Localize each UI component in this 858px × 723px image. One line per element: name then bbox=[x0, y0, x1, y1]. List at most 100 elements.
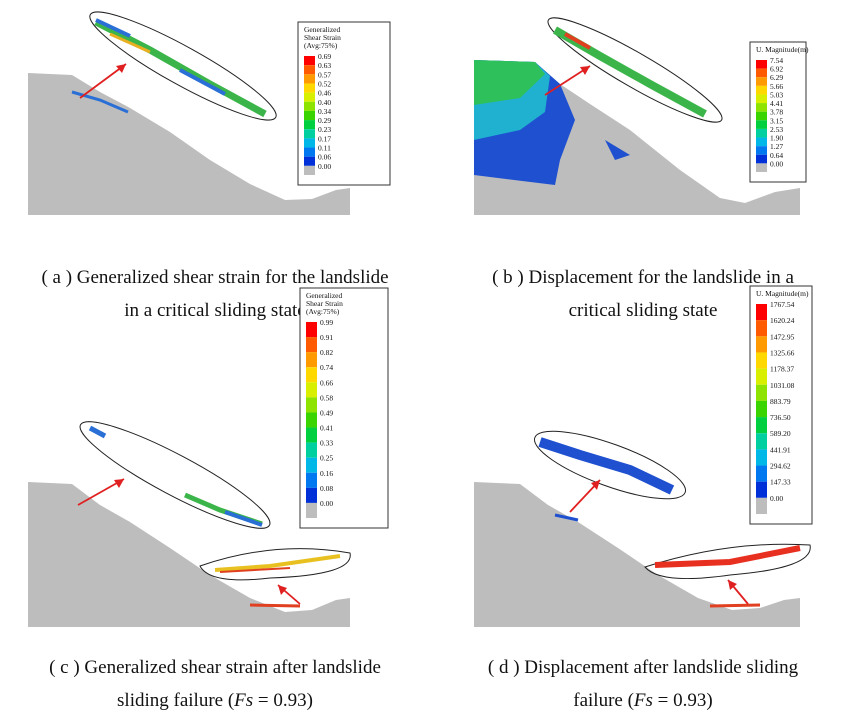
legend-swatch bbox=[304, 101, 315, 111]
legend-label: 0.52 bbox=[318, 79, 331, 88]
legend-label: 589.20 bbox=[770, 429, 791, 438]
legend-label: 2.53 bbox=[770, 125, 783, 134]
legend-label: 0.23 bbox=[318, 125, 331, 134]
sliding-band bbox=[88, 425, 107, 439]
legend-label: 0.69 bbox=[318, 52, 331, 61]
sliding-band bbox=[709, 603, 761, 608]
legend-swatch bbox=[306, 457, 317, 473]
legend-label: 0.91 bbox=[320, 333, 333, 342]
sliding-band bbox=[109, 32, 151, 54]
legend-swatch bbox=[306, 472, 317, 488]
legend-label: 4.41 bbox=[770, 99, 783, 108]
legend-swatch bbox=[306, 367, 317, 383]
legend-swatch bbox=[306, 382, 317, 398]
legend-label: 0.00 bbox=[770, 494, 783, 503]
legend-label: 736.50 bbox=[770, 413, 791, 422]
contour bbox=[605, 140, 630, 160]
legend-label: 1.90 bbox=[770, 134, 783, 143]
legend-swatch bbox=[756, 60, 767, 69]
sliding-band bbox=[94, 18, 267, 118]
legend-label: 0.40 bbox=[318, 98, 331, 107]
legend-swatch bbox=[756, 384, 767, 401]
legend-label: 5.66 bbox=[770, 82, 783, 91]
legend-title: (Avg:75%) bbox=[304, 41, 338, 50]
callout bbox=[79, 421, 271, 529]
legend-label: 3.15 bbox=[770, 116, 783, 125]
legend-swatch bbox=[304, 138, 315, 148]
caption-line: ( a ) Generalized shear strain for the l… bbox=[41, 267, 388, 288]
legend-swatch bbox=[756, 417, 767, 434]
legend-swatch bbox=[756, 481, 767, 498]
legend-label: 7.54 bbox=[770, 56, 783, 65]
legend-swatch bbox=[304, 110, 315, 121]
legend-label: 0.06 bbox=[318, 153, 331, 162]
legend-swatch bbox=[756, 449, 767, 466]
legend-label: 0.49 bbox=[320, 408, 333, 417]
caption-text: ( d ) Displacement after landslide slidi… bbox=[488, 657, 799, 678]
legend-swatch bbox=[304, 65, 315, 75]
arrow-head bbox=[114, 479, 124, 488]
caption-line: critical sliding state bbox=[569, 300, 718, 321]
caption-line: ( b ) Displacement for the landslide in … bbox=[492, 267, 794, 288]
legend-swatch bbox=[306, 487, 317, 503]
legend-swatch bbox=[306, 502, 317, 518]
caption-text: critical sliding state bbox=[569, 300, 718, 321]
caption-text: ( c ) Generalized shear strain after lan… bbox=[49, 657, 381, 678]
legend-swatch bbox=[756, 336, 767, 353]
legend-label: 883.79 bbox=[770, 397, 791, 406]
sliding-band bbox=[538, 437, 675, 495]
panel-a bbox=[28, 11, 350, 215]
legend-label: 1767.54 bbox=[770, 300, 795, 309]
legend-swatch bbox=[756, 352, 767, 369]
legend-label: 0.99 bbox=[320, 318, 333, 327]
legend-label: 0.25 bbox=[320, 454, 333, 463]
legend-title: Shear Strain bbox=[304, 33, 341, 42]
legend-label: 0.82 bbox=[320, 348, 333, 357]
legend-label: 0.74 bbox=[320, 363, 333, 372]
legend-title: (Avg:75%) bbox=[306, 307, 340, 316]
legend-title: Generalized bbox=[304, 25, 340, 34]
legend-swatch bbox=[756, 400, 767, 418]
legend-swatch bbox=[304, 56, 315, 66]
caption-text: = 0.93) bbox=[253, 690, 313, 711]
legend-label: 0.46 bbox=[318, 89, 331, 98]
legend-label: 0.11 bbox=[318, 144, 331, 153]
legend-swatch bbox=[756, 111, 767, 121]
arrow-head bbox=[580, 66, 590, 75]
legend-title: U. Magnitude(m) bbox=[756, 45, 809, 54]
legend-swatch bbox=[756, 120, 767, 129]
slope bbox=[28, 73, 350, 215]
legend-swatch bbox=[304, 83, 315, 93]
legend-label: 0.63 bbox=[318, 61, 331, 70]
caption-text: ( a ) Generalized shear strain for the l… bbox=[41, 267, 388, 288]
legend-label: 0.16 bbox=[320, 469, 333, 478]
legend-swatch bbox=[756, 85, 767, 95]
caption-text: ( b ) Displacement for the landslide in … bbox=[492, 267, 794, 288]
legend-swatch bbox=[304, 156, 315, 166]
caption-text: = 0.93) bbox=[653, 690, 713, 711]
legend-label: 0.08 bbox=[320, 484, 333, 493]
sliding-band bbox=[564, 32, 591, 50]
legend-label: 0.00 bbox=[320, 499, 333, 508]
callout bbox=[644, 543, 811, 580]
legend-title: Shear Strain bbox=[306, 299, 343, 308]
legend-label: 5.03 bbox=[770, 90, 783, 99]
legend-title: U. Magnitude(m) bbox=[756, 289, 809, 298]
arrow-head bbox=[278, 585, 287, 595]
sliding-band bbox=[249, 603, 301, 608]
legend-label: 0.66 bbox=[320, 378, 333, 387]
legend-label: 294.62 bbox=[770, 462, 791, 471]
panel-c bbox=[28, 421, 351, 627]
caption-line: failure (Fs = 0.93) bbox=[573, 690, 712, 711]
legend-swatch bbox=[756, 433, 767, 450]
legend-swatch bbox=[756, 137, 767, 147]
slope bbox=[474, 482, 800, 627]
legend-swatch bbox=[304, 165, 315, 175]
legend-label: 6.92 bbox=[770, 65, 783, 74]
legend-label: 1.27 bbox=[770, 142, 783, 151]
legend-label: 0.34 bbox=[318, 107, 331, 116]
legend-swatch bbox=[756, 128, 767, 138]
legend-swatch bbox=[756, 154, 767, 164]
legend-swatch bbox=[306, 442, 317, 458]
